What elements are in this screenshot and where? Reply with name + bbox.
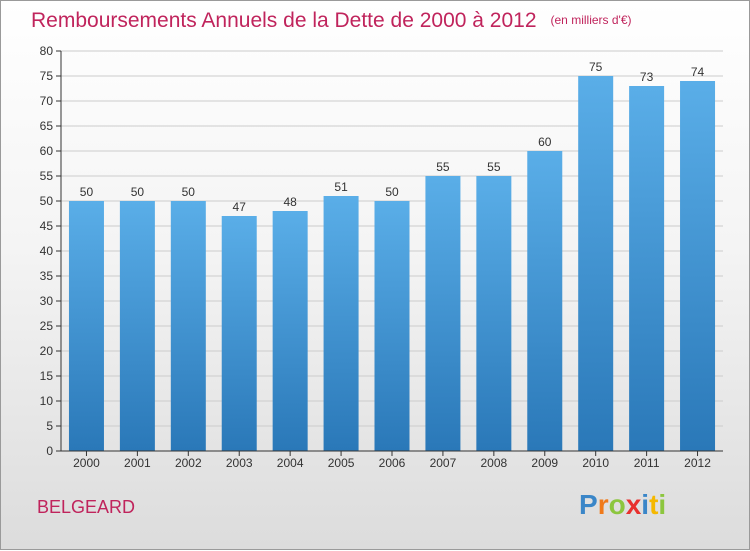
y-tick-label: 5 [46,419,53,433]
unit-label: (en milliers d'€) [550,13,632,27]
y-tick-label: 50 [40,194,54,208]
logo-letter: x [625,489,642,520]
y-tick-label: 60 [40,144,54,158]
logo-letter: P [579,489,598,520]
data-label: 47 [233,200,247,214]
axes: 0 5 10 15 20 25 30 35 40 45 50 55 60 65 70 75 80 2000 2001… [40,44,723,470]
x-tick-label: 2002 [175,456,202,470]
logo-letter: r [597,489,609,520]
data-label: 51 [334,180,348,194]
chart-title: Remboursements Annuels de la Dette de 20… [31,9,632,33]
data-label: 48 [283,195,297,209]
logo-letter: t [649,489,659,520]
data-label: 55 [436,160,450,174]
bar [221,216,257,451]
bar [476,176,512,451]
y-tick-label: 45 [40,219,54,233]
y-tick-label: 75 [40,69,54,83]
bar [323,196,359,451]
bars: 50 50 50 47 48 51 50 55 55 60 75 73 74 [68,60,716,451]
y-tick-label: 40 [40,244,54,258]
x-tick-label: 2003 [226,456,253,470]
logo-letter: o [608,489,626,520]
x-tick-label: 2006 [379,456,406,470]
data-label: 75 [589,60,603,74]
bar [119,201,155,451]
bar [68,201,104,451]
bar [680,81,716,451]
y-tick-label: 55 [40,169,54,183]
x-tick-label: 2009 [531,456,558,470]
bar [578,76,614,451]
y-tick-label: 35 [40,269,54,283]
y-tick-label: 0 [46,444,53,458]
bar [170,201,206,451]
bar [629,86,665,451]
bar [374,201,410,451]
y-tick-label: 70 [40,94,54,108]
bar [425,176,461,451]
data-label: 73 [640,70,654,84]
data-label: 50 [80,185,94,199]
x-tick-label: 2005 [328,456,355,470]
bar [527,151,563,451]
logo-letter: i [658,489,667,520]
title-text: Remboursements Annuels de la Dette de 20… [31,9,537,32]
y-tick-label: 20 [40,344,54,358]
x-tick-label: 2001 [124,456,151,470]
x-tick-label: 2012 [684,456,711,470]
y-tick-label: 25 [40,319,54,333]
data-label: 50 [385,185,399,199]
y-tick-label: 80 [40,44,54,58]
data-label: 50 [182,185,196,199]
data-label: 50 [131,185,145,199]
data-label: 55 [487,160,501,174]
data-label: 74 [691,65,705,79]
bar [272,211,308,451]
data-label: 60 [538,135,552,149]
logo-letter: i [641,489,650,520]
x-tick-label: 2011 [634,456,660,470]
x-tick-label: 2000 [73,456,100,470]
proxiti-logo[interactable]: Proxiti [579,489,666,521]
x-tick-label: 2008 [480,456,507,470]
x-tick-label: 2004 [277,456,304,470]
x-tick-label: 2010 [582,456,609,470]
y-tick-label: 15 [40,369,54,383]
y-tick-label: 65 [40,119,54,133]
x-tick-label: 2007 [430,456,457,470]
y-tick-label: 30 [40,294,54,308]
y-tick-label: 10 [40,394,54,408]
town-name: BELGEARD [37,497,136,517]
